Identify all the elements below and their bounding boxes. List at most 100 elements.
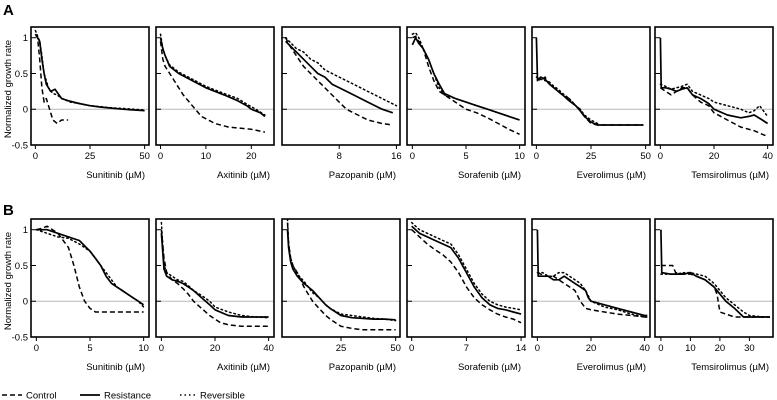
panel-frame — [531, 26, 651, 146]
x-tick-label: 20 — [709, 151, 720, 162]
panel-axitinib-b: 0 20 40 Axitinib (µM) — [155, 218, 275, 373]
series-control — [412, 35, 520, 135]
x-tick-label: 25 — [85, 151, 96, 162]
panel-sunitinib-b: 1 0.5 0 -0.5 0 5 10 Sunitinib (µM) — [12, 218, 150, 373]
panel-frame — [155, 218, 275, 338]
series-reversible — [286, 219, 397, 322]
panel-frame — [406, 26, 526, 146]
series-resistance — [160, 233, 269, 318]
x-tick-label: 0 — [535, 343, 540, 354]
x-tick-label: 20 — [715, 343, 726, 354]
x-tick-label: 25 — [336, 343, 347, 354]
panel-frame — [30, 26, 150, 146]
x-tick-label: 10 — [514, 151, 525, 162]
x-axis-label: Temsirolimus (µM) — [691, 362, 769, 373]
y-tick-label: 0 — [23, 105, 28, 116]
panel-axitinib-a: 0 10 20 Axitinib (µM) — [155, 26, 275, 181]
series-resistance — [34, 33, 145, 112]
x-tick-label: 0 — [410, 151, 415, 162]
x-tick-label: 16 — [391, 151, 402, 162]
series-reversible — [659, 83, 769, 118]
x-tick-label: 30 — [744, 343, 755, 354]
x-axis-label: Axitinib (µM) — [217, 362, 270, 373]
x-tick-label: 40 — [263, 343, 274, 354]
x-tick-label: 50 — [390, 343, 401, 354]
series-resistance — [411, 225, 522, 315]
panel-frame — [155, 26, 275, 146]
row-label-b: B — [3, 202, 14, 219]
legend: Control Resistance Reversible — [2, 391, 245, 400]
x-tick-label: 0 — [33, 151, 38, 162]
x-axis-label: Sunitinib (µM) — [86, 170, 145, 181]
panel-frame — [654, 26, 774, 146]
y-tick-label: 0 — [23, 297, 28, 308]
series-reversible — [35, 228, 145, 308]
series-reversible — [410, 221, 522, 311]
series-control — [284, 37, 393, 126]
y-axis-label-row-a: Normalized growth rate — [3, 40, 14, 138]
x-tick-label: 5 — [463, 151, 468, 162]
x-axis-label: Pazopanib (µM) — [329, 362, 396, 373]
series-control — [34, 33, 69, 125]
legend-label-control: Control — [26, 391, 57, 400]
x-tick-label: 8 — [337, 151, 342, 162]
x-tick-label: 25 — [586, 151, 597, 162]
series-resistance — [411, 36, 520, 121]
x-tick-label: 0 — [409, 343, 414, 354]
x-tick-label: 50 — [139, 151, 150, 162]
panel-sorafenib-a: 0 5 10 Sorafenib (µM) — [406, 26, 526, 181]
x-tick-label: 20 — [210, 343, 221, 354]
panel-frame — [281, 26, 401, 146]
x-axis-label: Sunitinib (µM) — [86, 362, 145, 373]
x-axis-label: Everolimus (µM) — [577, 170, 646, 181]
panel-pazopanib-b: 25 50 Pazopanib (µM) — [281, 218, 401, 373]
panel-temsirolimus-b: 0 10 20 30 Temsirolimus (µM) — [654, 218, 774, 373]
y-tick-label: 0.5 — [15, 69, 28, 80]
panel-temsirolimus-a: 0 20 40 Temsirolimus (µM) — [654, 26, 774, 181]
x-tick-label: 10 — [201, 151, 212, 162]
y-tick-label: 0.5 — [15, 261, 28, 272]
series-control — [411, 229, 522, 324]
x-axis-label: Everolimus (µM) — [577, 362, 646, 373]
series-control — [660, 264, 770, 318]
x-tick-label: 0 — [658, 151, 663, 162]
x-tick-label: 5 — [87, 343, 92, 354]
x-axis-label: Sorafenib (µM) — [458, 170, 521, 181]
x-tick-label: 40 — [762, 151, 773, 162]
series-reversible — [536, 271, 649, 318]
x-axis-label: Temsirolimus (µM) — [691, 170, 769, 181]
series-resistance — [535, 37, 644, 126]
panel-everolimus-a: 0 25 50 Everolimus (µM) — [531, 26, 651, 181]
series-control — [36, 225, 144, 313]
series-resistance — [159, 37, 266, 118]
x-tick-label: 0 — [159, 343, 164, 354]
y-tick-label: 1 — [23, 225, 28, 236]
y-tick-label: -0.5 — [12, 332, 28, 343]
x-tick-label: 0 — [658, 343, 663, 354]
x-tick-label: 0 — [34, 343, 39, 354]
panel-frame — [30, 218, 150, 338]
x-tick-label: 14 — [516, 343, 527, 354]
panel-sorafenib-b: 0 7 14 Sorafenib (µM) — [406, 218, 527, 373]
series-reversible — [159, 33, 266, 116]
panel-frame — [654, 218, 774, 338]
x-tick-label: 50 — [640, 151, 651, 162]
series-resistance — [660, 229, 770, 318]
x-tick-label: 40 — [639, 343, 650, 354]
x-tick-label: 0 — [158, 151, 163, 162]
legend-label-resistance: Resistance — [104, 391, 151, 400]
series-resistance — [36, 228, 145, 306]
series-resistance — [284, 40, 394, 114]
x-tick-label: 0 — [534, 151, 539, 162]
series-control — [659, 87, 768, 138]
y-tick-label: -0.5 — [12, 140, 28, 151]
series-control — [537, 271, 648, 318]
series-resistance — [536, 229, 648, 317]
x-axis-label: Pazopanib (µM) — [329, 170, 396, 181]
x-tick-label: 20 — [586, 343, 597, 354]
panel-frame — [281, 218, 401, 338]
x-tick-label: 10 — [138, 343, 149, 354]
series-reversible — [160, 221, 270, 319]
